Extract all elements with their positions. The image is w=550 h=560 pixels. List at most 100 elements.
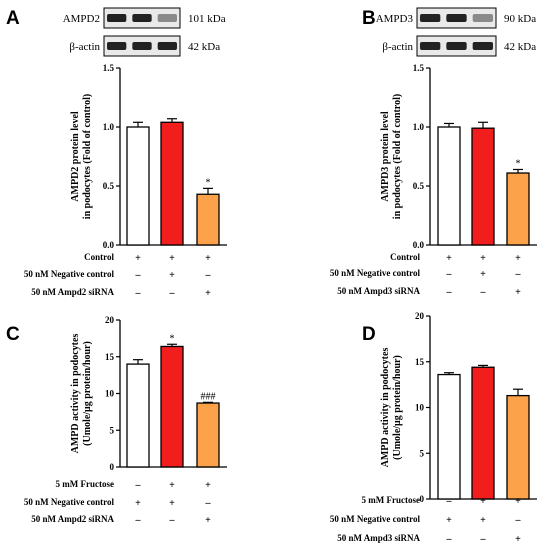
condition-mark: + bbox=[135, 253, 141, 264]
panel-a: A AMPD2 101 kDa β-actin 42 kDa 0.0 0.5 1.0 1.5 AM… bbox=[6, 7, 227, 299]
condition-mark: – bbox=[205, 270, 212, 281]
condition-mark: – bbox=[135, 515, 142, 526]
panel-label: D bbox=[362, 324, 376, 345]
condition-label: Control bbox=[84, 252, 114, 262]
y-tick-label: 0.0 bbox=[103, 240, 115, 250]
y-tick-label: 0.0 bbox=[413, 240, 425, 250]
y-axis-label-line: AMPD activity in podocytes bbox=[380, 348, 391, 468]
y-tick-label: 15 bbox=[105, 352, 115, 362]
y-tick-label: 0.5 bbox=[103, 181, 115, 191]
significance-marker: * bbox=[516, 158, 521, 169]
blot-protein-label: AMPD2 bbox=[63, 13, 100, 25]
condition-mark: + bbox=[515, 287, 521, 298]
blot-band bbox=[446, 42, 467, 50]
condition-mark: + bbox=[135, 498, 141, 509]
condition-label: 5 mM Fructose bbox=[362, 495, 420, 505]
condition-label: 5 mM Fructose bbox=[56, 479, 114, 489]
blot-size-label: 101 kDa bbox=[188, 13, 226, 25]
y-tick-label: 1.5 bbox=[103, 63, 115, 73]
condition-mark: + bbox=[446, 515, 452, 526]
y-tick-label: 15 bbox=[415, 357, 425, 367]
bar-control bbox=[437, 373, 461, 500]
bar-negative-control bbox=[160, 345, 184, 468]
y-axis-label-line: in podocytes (Fold of control) bbox=[82, 94, 93, 219]
significance-marker: ### bbox=[201, 391, 216, 402]
condition-mark: – bbox=[446, 534, 453, 545]
blot-band bbox=[420, 42, 441, 50]
blot-band bbox=[420, 14, 441, 22]
y-tick-label: 10 bbox=[105, 389, 115, 399]
y-tick-label: 5 bbox=[110, 425, 115, 435]
condition-mark: + bbox=[205, 480, 211, 491]
condition-mark: + bbox=[205, 515, 211, 526]
condition-label: Control bbox=[390, 252, 420, 262]
y-axis-label-line: AMPD3 protein level bbox=[380, 111, 391, 202]
y-tick-label: 20 bbox=[415, 311, 425, 321]
panel-b: B AMPD3 90 kDa β-actin 42 kDa 0.0 0.5 1.0 1.5 AMP… bbox=[330, 7, 537, 298]
blot-band bbox=[132, 42, 152, 50]
blot-band bbox=[472, 42, 493, 50]
blot-band bbox=[157, 42, 177, 50]
condition-label: 50 nM Ampd3 siRNA bbox=[337, 286, 420, 296]
y-tick-label: 0 bbox=[420, 494, 425, 504]
condition-mark: – bbox=[446, 496, 453, 507]
y-axis-label: AMPD2 protein levelin podocytes (Fold of… bbox=[70, 94, 93, 219]
condition-mark: – bbox=[135, 270, 142, 281]
blot-protein-label: AMPD3 bbox=[376, 13, 414, 25]
condition-label: 50 nM Ampd2 siRNA bbox=[31, 514, 114, 524]
blot-size-label: 90 kDa bbox=[504, 13, 536, 25]
condition-label: 50 nM Negative control bbox=[24, 269, 115, 279]
condition-mark: – bbox=[515, 269, 522, 280]
blot-band bbox=[107, 42, 127, 50]
blot-protein-label: β-actin bbox=[69, 41, 100, 53]
blot-size-label: 42 kDa bbox=[188, 41, 220, 53]
blot-size-label: 42 kDa bbox=[504, 41, 536, 53]
condition-mark: – bbox=[169, 288, 176, 299]
y-axis-label-line: in podocytes (Fold of control) bbox=[392, 94, 403, 219]
bar-negative-control bbox=[471, 127, 495, 246]
y-axis-label-line: AMPD activity in podocytes bbox=[70, 334, 81, 454]
condition-mark: + bbox=[169, 498, 175, 509]
condition-mark: + bbox=[205, 253, 211, 264]
bar-control bbox=[437, 126, 461, 246]
y-tick-label: 0.5 bbox=[413, 181, 425, 191]
y-axis-label-line: (Umole/μg protein/hour) bbox=[82, 341, 93, 446]
panel-label: C bbox=[6, 324, 20, 345]
bar-negative-control bbox=[471, 366, 495, 500]
condition-mark: + bbox=[515, 253, 521, 264]
y-tick-label: 1.0 bbox=[413, 122, 425, 132]
condition-mark: + bbox=[169, 270, 175, 281]
condition-mark: – bbox=[480, 534, 487, 545]
bar-negative-control bbox=[160, 121, 184, 246]
condition-label: 50 nM Negative control bbox=[330, 268, 421, 278]
condition-mark: + bbox=[446, 253, 452, 264]
condition-mark: – bbox=[135, 288, 142, 299]
panel-d: D 0 5 10 15 20 AMPD activity in podocytes(Umol… bbox=[330, 311, 537, 545]
condition-mark: + bbox=[480, 496, 486, 507]
condition-mark: + bbox=[169, 253, 175, 264]
y-axis-label-line: (Umole/μg protein/hour) bbox=[392, 355, 403, 460]
condition-mark: – bbox=[205, 498, 212, 509]
y-tick-label: 1.5 bbox=[413, 63, 425, 73]
condition-label: 50 nM Ampd2 siRNA bbox=[31, 287, 114, 297]
blot-band bbox=[107, 14, 127, 22]
condition-mark: + bbox=[480, 253, 486, 264]
bar-control bbox=[126, 363, 150, 468]
bar-sirna bbox=[196, 402, 220, 468]
condition-mark: – bbox=[446, 269, 453, 280]
y-axis-label: AMPD3 protein levelin podocytes (Fold of… bbox=[380, 94, 403, 219]
y-axis-label-line: AMPD2 protein level bbox=[70, 111, 81, 202]
condition-label: 50 nM Ampd3 siRNA bbox=[337, 533, 420, 543]
bar-sirna bbox=[506, 394, 530, 500]
condition-mark: – bbox=[169, 515, 176, 526]
blot-protein-label: β-actin bbox=[382, 41, 413, 53]
blot-band bbox=[157, 14, 177, 22]
condition-mark: – bbox=[446, 287, 453, 298]
condition-mark: + bbox=[169, 480, 175, 491]
condition-mark: + bbox=[515, 534, 521, 545]
panel-label: B bbox=[362, 8, 376, 29]
condition-label: 50 nM Negative control bbox=[330, 514, 421, 524]
bar-sirna bbox=[506, 172, 530, 246]
blot-band bbox=[132, 14, 152, 22]
